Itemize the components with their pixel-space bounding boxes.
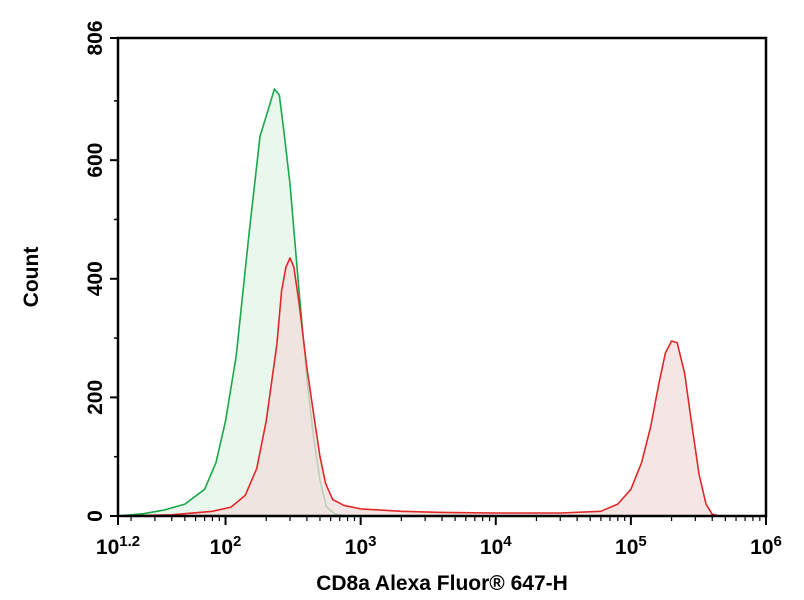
x-tick-label: 105 — [615, 533, 647, 559]
y-tick-label: 600 — [84, 143, 107, 178]
x-tick-label: 101.2 — [96, 533, 140, 559]
series-1 — [117, 257, 720, 517]
x-tick-label: 102 — [210, 533, 242, 559]
y-tick-label: 200 — [84, 380, 107, 415]
series-1-line — [117, 257, 720, 517]
x-tick-label: 103 — [345, 533, 377, 559]
y-tick-label: 806 — [84, 20, 107, 55]
x-tick-label: 106 — [750, 533, 782, 559]
series-1-area — [118, 258, 720, 516]
y-tick-label: 0 — [84, 510, 107, 522]
y-axis-title: Count — [20, 247, 43, 308]
x-tick-label: 104 — [480, 533, 512, 559]
plot-area — [117, 88, 720, 517]
y-tick-label: 400 — [84, 261, 107, 296]
x-axis-title: CD8a Alexa Fluor® 647-H — [316, 572, 568, 595]
axis-ticks: 0 200 400 600 806 101.2 102 103 104 105 106 — [84, 20, 782, 559]
